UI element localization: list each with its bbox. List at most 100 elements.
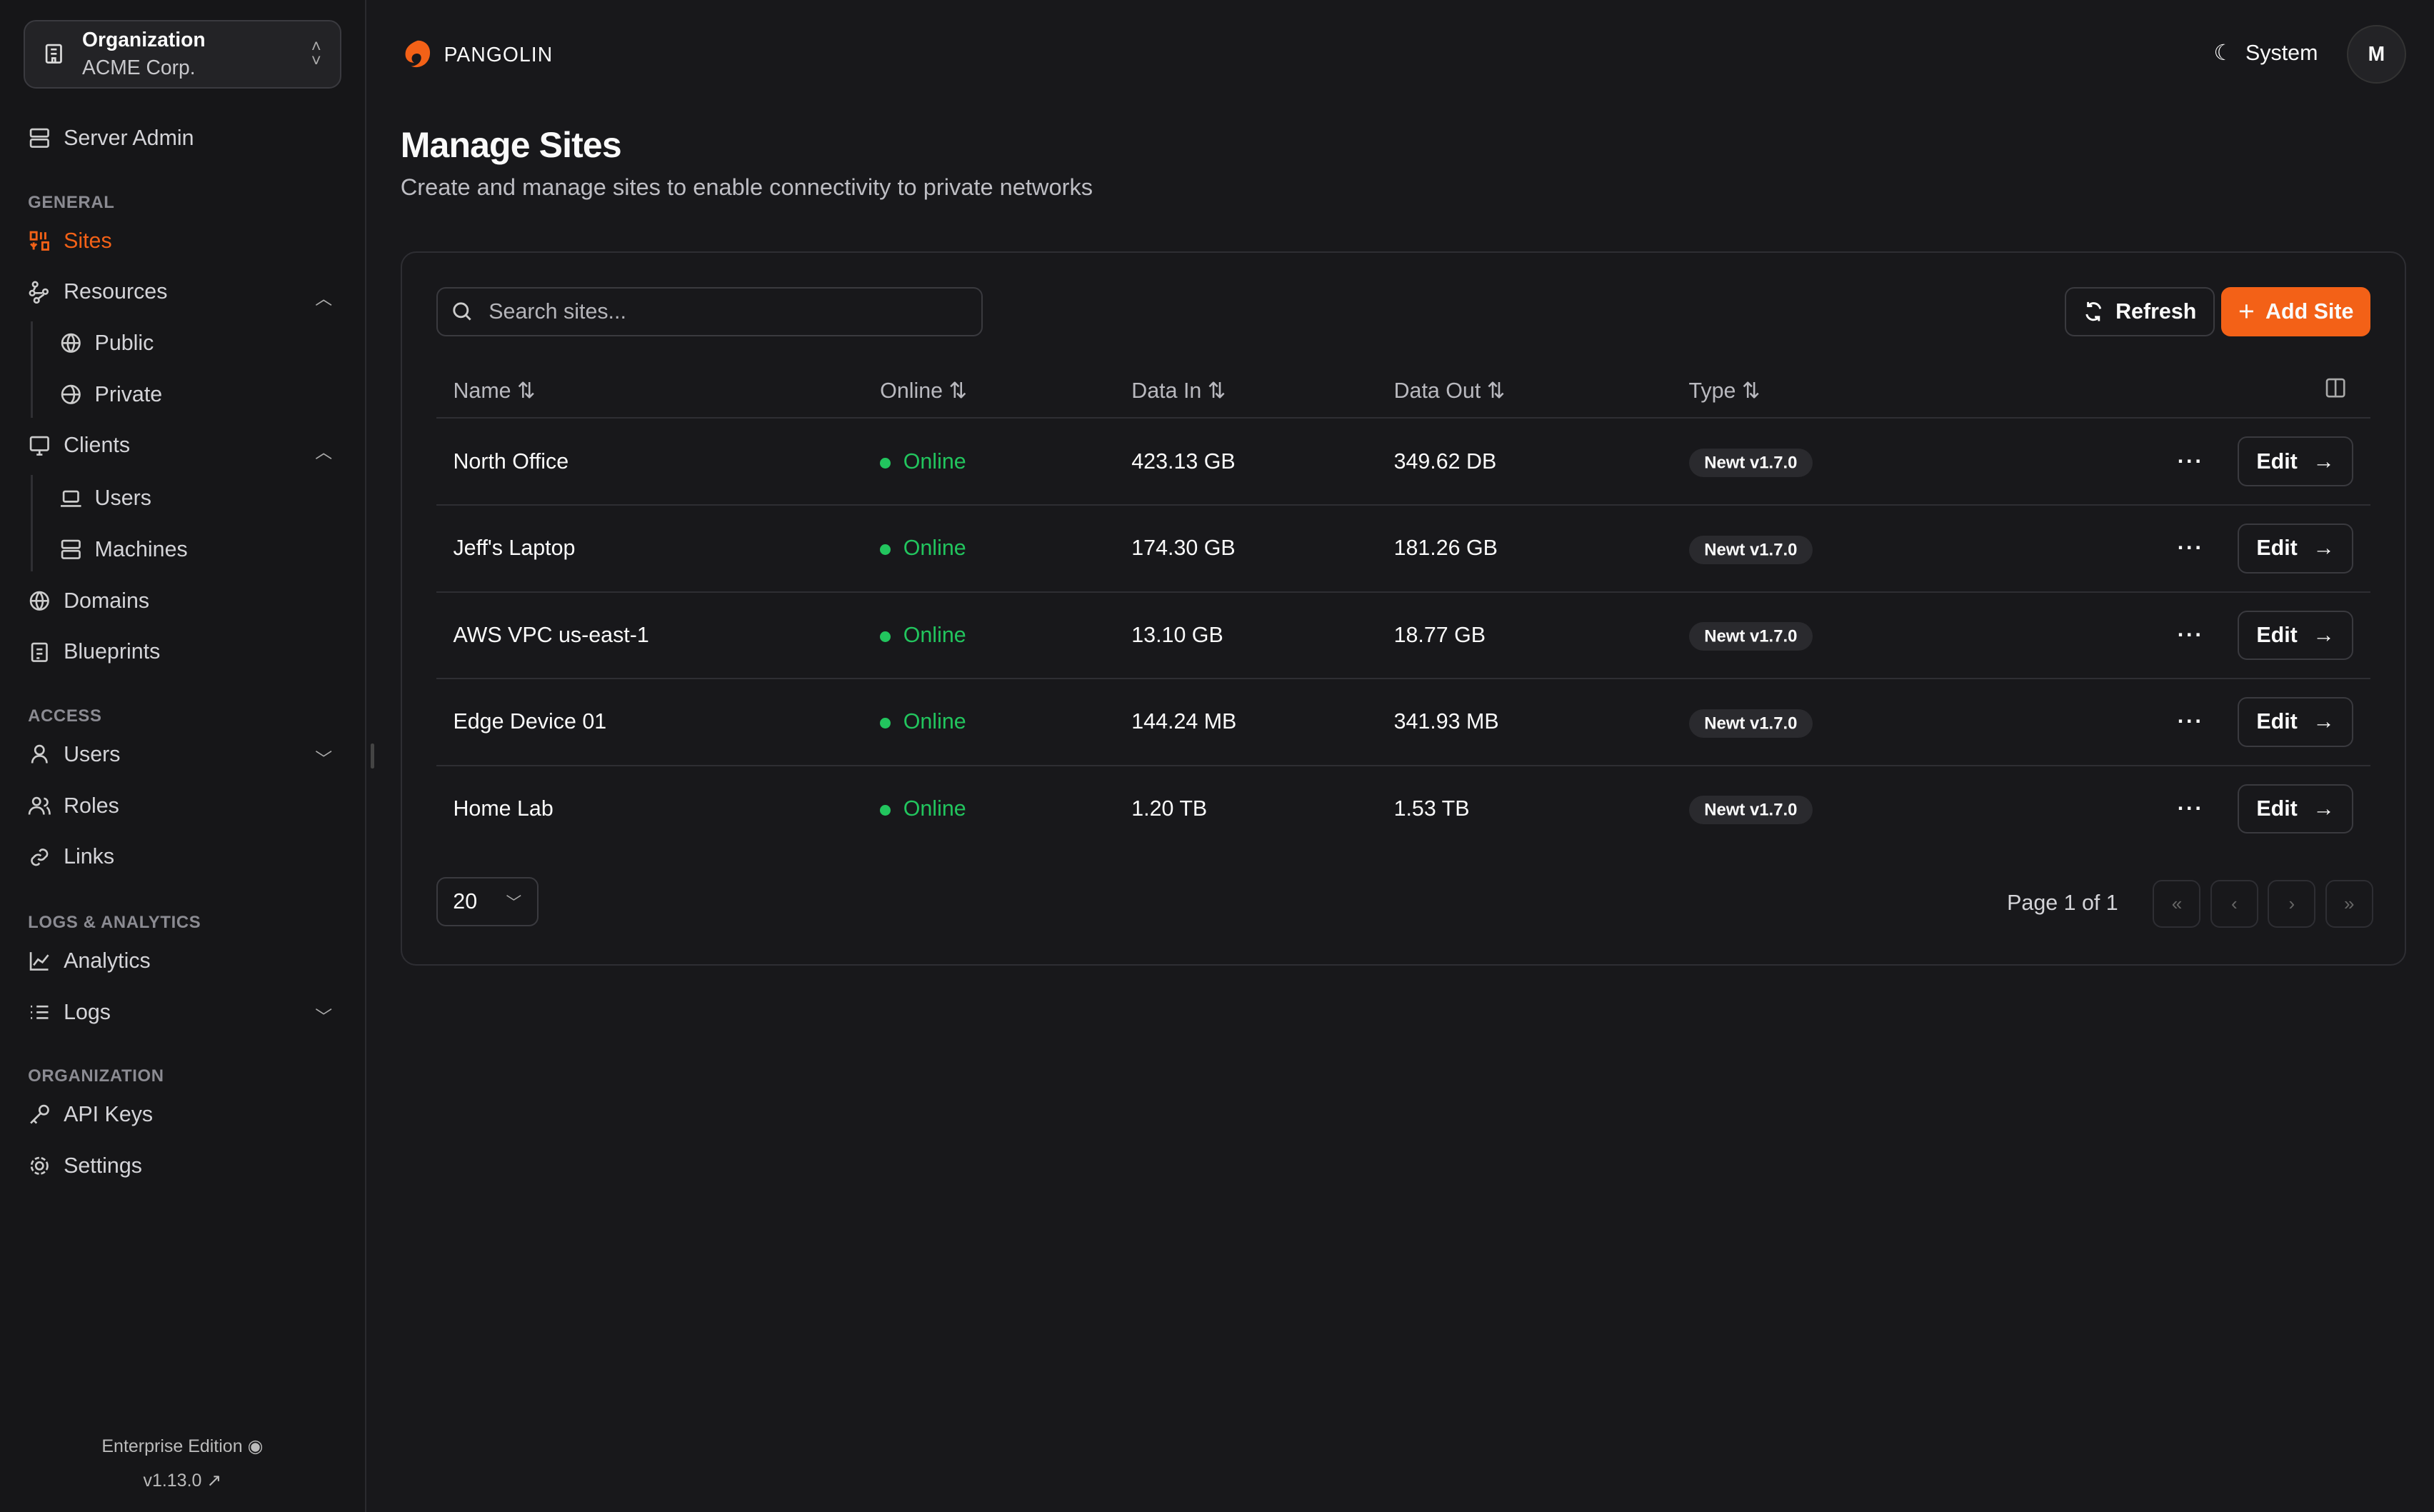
cell-actions: ··· Edit →: [1952, 418, 2370, 506]
sidebar-item-label: Analytics: [64, 948, 151, 973]
edit-label: Edit: [2256, 449, 2298, 474]
sidebar-item-sites[interactable]: Sites: [28, 229, 112, 254]
sidebar-item-label: API Keys: [64, 1102, 154, 1127]
sidebar-item-api-keys[interactable]: API Keys: [28, 1102, 153, 1127]
sidebar-item-blueprints[interactable]: Blueprints: [28, 639, 160, 664]
last-page-button[interactable]: »: [2325, 880, 2373, 928]
divider: [31, 321, 33, 418]
column-label: Data Out: [1393, 379, 1481, 404]
status-dot: [880, 457, 891, 469]
column-data-in[interactable]: Data In ⇅: [1114, 364, 1377, 419]
edit-button[interactable]: Edit →: [2238, 697, 2353, 747]
prev-page-button[interactable]: ‹: [2210, 880, 2258, 928]
arrow-right-icon: →: [2313, 536, 2335, 561]
sidebar-item-domains[interactable]: Domains: [28, 589, 149, 614]
more-actions-icon[interactable]: ···: [2177, 622, 2204, 647]
more-actions-icon[interactable]: ···: [2177, 796, 2204, 821]
edit-button[interactable]: Edit →: [2238, 523, 2353, 574]
chevron-up-icon[interactable]: ︿: [315, 442, 333, 462]
sidebar-item-label: Logs: [64, 999, 111, 1024]
columns-icon: [2325, 379, 2345, 398]
external-link-icon: ↗: [206, 1471, 222, 1491]
cell-type: Newt v1.7.0: [1671, 591, 1953, 680]
status-dot: [880, 804, 891, 816]
chevron-down-icon[interactable]: ﹀: [315, 750, 333, 770]
add-site-button[interactable]: + Add Site: [2221, 286, 2371, 337]
link-icon: [31, 848, 49, 866]
column-name[interactable]: Name ⇅: [436, 364, 863, 419]
column-online[interactable]: Online ⇅: [863, 364, 1115, 419]
sidebar-item-server-admin[interactable]: Server Admin: [28, 126, 194, 151]
pangolin-logo-icon: [405, 40, 430, 68]
more-actions-icon[interactable]: ···: [2177, 709, 2204, 734]
resources-icon: [29, 281, 49, 304]
page-size-select[interactable]: 20 ﹀: [436, 876, 539, 927]
section-organization: ORGANIZATION: [28, 1066, 164, 1086]
sites-icon: [29, 231, 50, 251]
column-data-out[interactable]: Data Out ⇅: [1376, 364, 1672, 419]
brand-logo[interactable]: PANGOLIN: [401, 37, 553, 71]
first-page-button[interactable]: «: [2153, 880, 2201, 928]
version-link[interactable]: v1.13.0 ↗: [0, 1470, 365, 1491]
sidebar-item-label: Users: [94, 486, 151, 511]
version-text: v1.13.0: [143, 1471, 202, 1491]
org-switcher[interactable]: Organization ACME Corp. ˄ ˅: [23, 20, 341, 89]
chevron-down-icon[interactable]: ﹀: [315, 1008, 333, 1028]
page-indicator: Page 1 of 1: [2007, 891, 2118, 916]
sidebar-item-users[interactable]: Users: [59, 486, 151, 511]
status-text: Online: [903, 536, 966, 561]
sidebar-item-label: Sites: [64, 228, 112, 253]
type-badge: Newt v1.7.0: [1688, 535, 1813, 564]
page-size-value: 20: [453, 889, 478, 914]
sidebar-item-clients[interactable]: Clients: [28, 433, 130, 458]
sidebar-item-private[interactable]: Private: [59, 382, 162, 407]
brand-name: PANGOLIN: [444, 42, 554, 66]
search-input[interactable]: [485, 298, 958, 326]
column-type[interactable]: Type ⇅: [1671, 364, 1953, 419]
type-badge: Newt v1.7.0: [1688, 796, 1813, 825]
sidebar-item-analytics[interactable]: Analytics: [28, 948, 151, 973]
cell-type: Newt v1.7.0: [1672, 766, 1953, 852]
sidebar-item-machines[interactable]: Machines: [59, 537, 188, 562]
cell-online: Online: [863, 418, 1115, 506]
edit-button[interactable]: Edit →: [2238, 610, 2353, 661]
cell-actions: ··· Edit →: [1952, 505, 2370, 593]
refresh-button[interactable]: Refresh: [2064, 286, 2215, 337]
sidebar-item-label: Roles: [64, 793, 119, 818]
chart-line-icon: [29, 952, 49, 971]
arrow-right-icon: →: [2313, 709, 2335, 734]
columns-toggle[interactable]: [1952, 364, 2370, 419]
cell-actions: ··· Edit →: [1953, 766, 2370, 852]
sidebar-item-resources[interactable]: Resources: [28, 279, 167, 304]
sidebar-item-label: Machines: [94, 537, 188, 562]
theme-toggle[interactable]: ☾ System: [2213, 41, 2318, 66]
cell-name: North Office: [436, 418, 863, 506]
edition-label[interactable]: Enterprise Edition ◉: [0, 1436, 365, 1457]
search-box[interactable]: [436, 286, 983, 337]
sidebar-resize-handle[interactable]: [371, 744, 374, 768]
edition-text: Enterprise Edition: [101, 1436, 243, 1457]
sidebar-item-links[interactable]: Links: [28, 844, 114, 869]
status-dot: [880, 718, 891, 729]
column-label: Type: [1688, 379, 1736, 404]
sidebar-item-logs[interactable]: Logs: [28, 1000, 111, 1025]
key-icon: [30, 1105, 49, 1124]
edit-button[interactable]: Edit →: [2238, 783, 2353, 834]
edit-button[interactable]: Edit →: [2238, 436, 2353, 486]
cell-data-in: 174.30 GB: [1114, 505, 1377, 593]
gear-icon: [30, 1156, 49, 1175]
next-page-button[interactable]: ›: [2268, 880, 2316, 928]
sort-icon: ⇅: [1207, 379, 1226, 404]
sidebar-item-public[interactable]: Public: [59, 331, 154, 356]
column-label: Online: [880, 379, 943, 404]
chevron-up-icon[interactable]: ︿: [315, 289, 333, 309]
org-label: Organization: [82, 27, 206, 51]
more-actions-icon[interactable]: ···: [2177, 536, 2204, 561]
sidebar-item-access-users[interactable]: Users: [28, 742, 120, 767]
sidebar-item-label: Blueprints: [64, 639, 161, 664]
arrow-right-icon: →: [2313, 449, 2335, 474]
more-actions-icon[interactable]: ···: [2177, 449, 2204, 474]
sidebar-item-roles[interactable]: Roles: [28, 793, 119, 818]
sidebar-item-settings[interactable]: Settings: [28, 1153, 142, 1178]
avatar[interactable]: M: [2347, 24, 2406, 84]
